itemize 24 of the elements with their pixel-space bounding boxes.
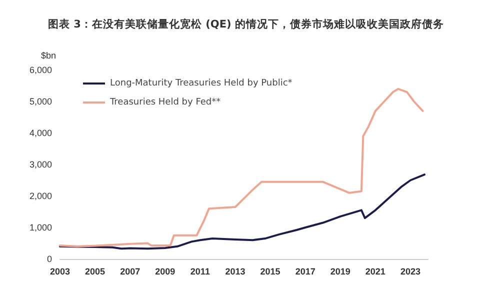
y-tick-label: 4,000 — [29, 128, 52, 138]
x-tick-label: 2017 — [295, 266, 316, 276]
x-tick-label: 2003 — [50, 266, 70, 276]
line-series — [59, 174, 426, 250]
x-tick-label: 2005 — [85, 266, 106, 276]
y-tick-label: 5,000 — [29, 96, 52, 106]
y-tick-label: 6,000 — [29, 65, 52, 75]
x-tick-label: 2023 — [400, 266, 420, 276]
y-tick-label: 0 — [46, 254, 52, 264]
chart-title: 图表 3：在没有美联储量化宽松 (QE) 的情况下，债券市场难以吸收美国政府债务 — [48, 18, 444, 30]
y-tick-label: 2,000 — [29, 191, 52, 201]
y-tick-label: 1,000 — [29, 222, 52, 232]
y-axis-title: $bn — [40, 50, 56, 60]
y-tick-label: 3,000 — [29, 160, 52, 170]
legend-label: Treasuries Held by Fed** — [109, 98, 222, 108]
x-tick-label: 2015 — [260, 266, 280, 276]
line-series — [59, 88, 424, 248]
x-tick-label: 2009 — [155, 266, 176, 276]
legend-label: Long-Maturity Treasuries Held by Public* — [110, 78, 293, 88]
x-tick-label: 2019 — [330, 266, 350, 276]
x-tick-label: 2013 — [225, 266, 246, 276]
x-tick-label: 2021 — [365, 266, 386, 276]
x-tick-label: 2011 — [190, 266, 210, 276]
x-tick-label: 2007 — [120, 266, 140, 276]
